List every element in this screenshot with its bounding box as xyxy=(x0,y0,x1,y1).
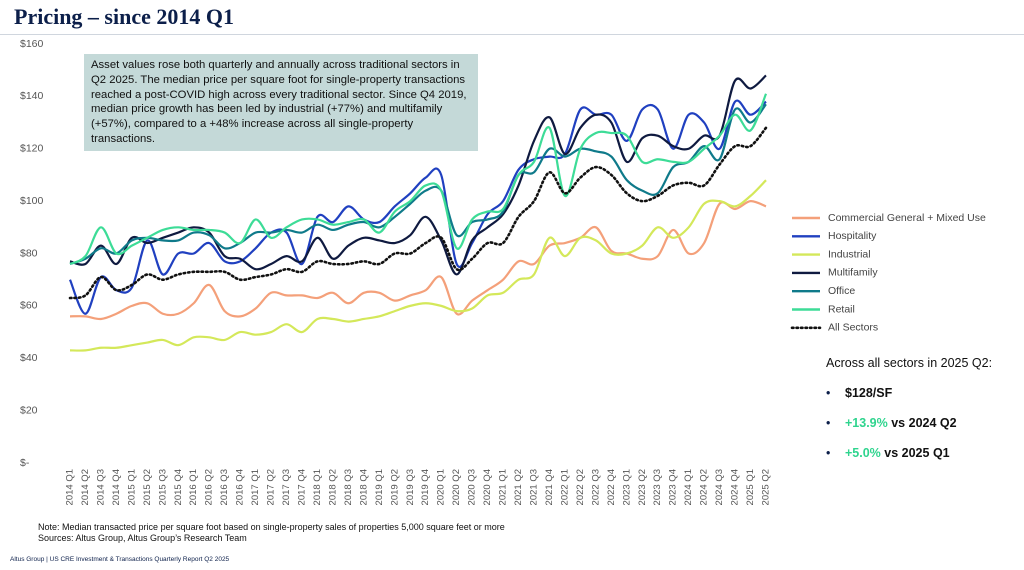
series-line xyxy=(68,126,768,300)
x-tick-label: 2021 Q3 xyxy=(529,469,540,505)
x-tick-label: 2015 Q1 xyxy=(126,469,137,505)
series-line xyxy=(69,103,767,266)
note: Sources: Altus Group, Altus Group’s Rese… xyxy=(38,533,247,543)
y-tick-label: $160 xyxy=(20,38,44,50)
legend-label: Hospitality xyxy=(828,230,877,242)
x-tick-label: 2021 Q1 xyxy=(498,469,509,505)
x-tick-label: 2022 Q3 xyxy=(590,469,601,505)
x-tick-label: 2024 Q1 xyxy=(683,469,694,505)
summary: Across all sectors in 2025 Q2: $128/SF +… xyxy=(826,356,1016,476)
series-line xyxy=(69,93,768,265)
series-line xyxy=(69,179,767,352)
x-tick-label: 2018 Q2 xyxy=(327,469,338,505)
x-tick-label: 2024 Q3 xyxy=(714,469,725,505)
x-tick-label: 2023 Q4 xyxy=(668,469,679,505)
x-tick-label: 2016 Q3 xyxy=(219,469,230,505)
x-tick-label: 2022 Q1 xyxy=(559,469,570,505)
page-title: Pricing – since 2014 Q1 xyxy=(14,4,234,29)
footer: Altus Group | US CRE Investment & Transa… xyxy=(10,556,230,563)
series-line xyxy=(68,99,767,315)
summary-item: $128/SF xyxy=(826,386,1016,400)
x-tick-label: 2014 Q2 xyxy=(80,469,91,505)
legend-label: All Sectors xyxy=(828,322,878,334)
x-tick-label: 2017 Q1 xyxy=(250,469,261,505)
x-tick-label: 2021 Q2 xyxy=(513,469,524,505)
x-tick-label: 2021 Q4 xyxy=(544,469,555,505)
x-tick-label: 2014 Q3 xyxy=(95,469,106,505)
summary-text: $128/SF xyxy=(845,386,893,400)
series-line xyxy=(69,200,767,321)
x-tick-label: 2017 Q2 xyxy=(266,469,277,505)
x-tick-label: 2016 Q1 xyxy=(188,469,199,505)
legend-label: Commercial General + Mixed Use xyxy=(828,212,986,224)
summary-text: vs 2025 Q1 xyxy=(884,446,950,460)
x-tick-label: 2015 Q3 xyxy=(157,469,168,505)
x-tick-label: 2015 Q4 xyxy=(173,469,184,505)
x-tick-label: 2022 Q4 xyxy=(606,469,617,505)
legend-label: Multifamily xyxy=(828,267,878,279)
x-tick-label: 2017 Q3 xyxy=(281,469,292,505)
x-tick-label: 2018 Q1 xyxy=(312,469,323,505)
x-tick-label: 2020 Q1 xyxy=(436,469,447,505)
y-tick-label: $40 xyxy=(20,352,38,364)
y-tick-label: $120 xyxy=(20,143,44,155)
x-tick-label: 2018 Q4 xyxy=(358,469,369,505)
x-tick-label: 2019 Q2 xyxy=(389,469,400,505)
x-tick-label: 2022 Q2 xyxy=(575,469,586,505)
summary-item: +13.9% vs 2024 Q2 xyxy=(826,416,1016,430)
y-tick-label: $- xyxy=(20,457,30,469)
x-tick-label: 2020 Q4 xyxy=(482,469,493,505)
x-tick-label: 2019 Q4 xyxy=(420,469,431,505)
note: Note: Median transacted price per square… xyxy=(38,522,505,532)
title-rule xyxy=(0,34,1024,35)
summary-heading: Across all sectors in 2025 Q2: xyxy=(826,356,993,370)
y-tick-label: $20 xyxy=(20,404,38,416)
x-tick-label: 2025 Q1 xyxy=(745,469,756,505)
x-tick-label: 2023 Q1 xyxy=(621,469,632,505)
notes: Note: Median transacted price per square… xyxy=(38,522,505,544)
x-tick-label: 2023 Q2 xyxy=(637,469,648,505)
x-tick-label: 2023 Q3 xyxy=(652,469,663,505)
x-tick-label: 2019 Q3 xyxy=(405,469,416,505)
y-tick-label: $100 xyxy=(20,195,44,207)
x-tick-label: 2016 Q2 xyxy=(204,469,215,505)
x-tick-label: 2016 Q4 xyxy=(235,469,246,505)
summary-item: +5.0% vs 2025 Q1 xyxy=(826,446,1016,460)
x-tick-label: 2018 Q3 xyxy=(343,469,354,505)
x-tick-label: 2015 Q2 xyxy=(142,469,153,505)
y-tick-label: $80 xyxy=(20,247,38,259)
legend-label: Industrial xyxy=(828,248,871,260)
x-tick-label: 2020 Q2 xyxy=(451,469,462,505)
summary-text: vs 2024 Q2 xyxy=(891,416,957,430)
summary-highlight: +13.9% xyxy=(845,416,888,430)
x-tick-label: 2014 Q4 xyxy=(111,469,122,505)
x-tick-label: 2017 Q4 xyxy=(297,469,308,505)
annotation: Asset values rose both quarterly and ann… xyxy=(84,54,478,151)
summary-highlight: +5.0% xyxy=(845,446,881,460)
legend-label: Office xyxy=(828,285,855,297)
x-tick-label: 2020 Q3 xyxy=(467,469,478,505)
legend-label: Retail xyxy=(828,303,855,315)
x-tick-label: 2024 Q4 xyxy=(730,469,741,505)
y-tick-label: $60 xyxy=(20,300,38,312)
x-tick-label: 2024 Q2 xyxy=(699,469,710,505)
x-tick-label: 2014 Q1 xyxy=(65,469,76,505)
y-tick-label: $140 xyxy=(20,90,44,102)
x-tick-label: 2025 Q2 xyxy=(761,469,772,505)
x-tick-label: 2019 Q1 xyxy=(374,469,385,505)
